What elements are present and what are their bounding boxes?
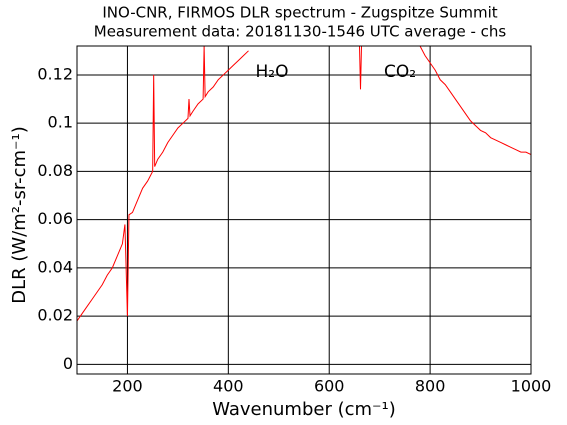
y-tick-label: 0.02 <box>37 306 73 325</box>
x-tick-label: 600 <box>314 377 345 396</box>
y-tick-label: 0.12 <box>37 64 73 83</box>
grid <box>77 46 532 374</box>
chart-title: INO-CNR, FIRMOS DLR spectrum - Zugspitze… <box>102 4 497 22</box>
y-tick-label: 0.04 <box>37 257 73 276</box>
x-tick-label: 400 <box>213 377 244 396</box>
annotation: H₂O <box>256 62 289 82</box>
y-tick-label: 0.08 <box>37 161 73 180</box>
y-tick-label: 0.06 <box>37 209 73 228</box>
spectrum-line <box>77 46 531 322</box>
x-tick-label: 1000 <box>511 377 552 396</box>
x-tick-label: 200 <box>112 377 143 396</box>
annotation: CO₂ <box>384 62 416 82</box>
plot-area <box>77 46 531 322</box>
y-tick-label: 0 <box>63 354 73 373</box>
y-tick-label: 0.1 <box>48 113 73 132</box>
x-axis-label: Wavenumber (cm⁻¹) <box>212 399 396 420</box>
x-tick-label: 800 <box>415 377 446 396</box>
chart-subtitle: Measurement data: 20181130-1546 UTC aver… <box>94 23 507 41</box>
plot-frame <box>76 45 532 375</box>
y-axis-label: DLR (W/m²-sr-cm⁻¹) <box>9 126 30 304</box>
